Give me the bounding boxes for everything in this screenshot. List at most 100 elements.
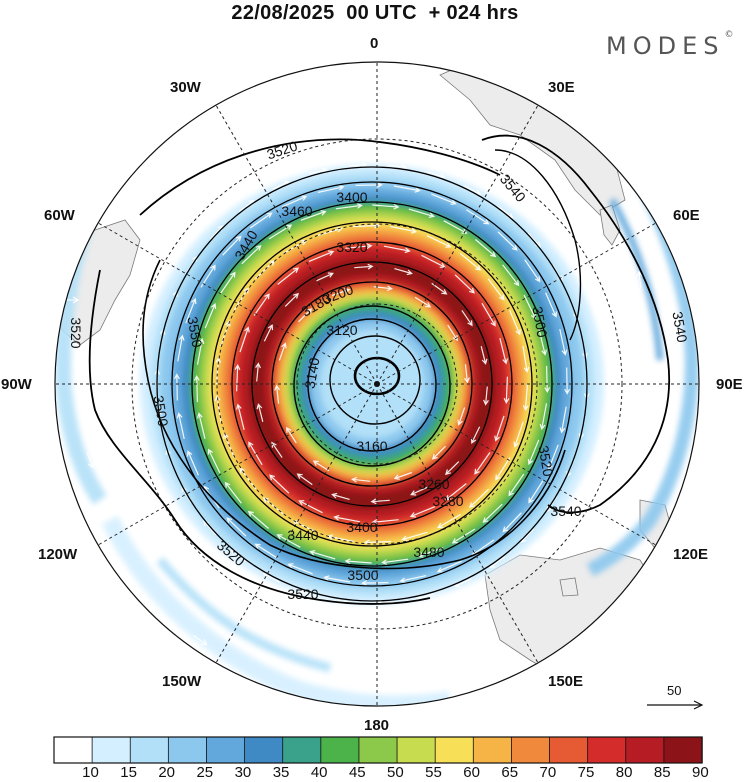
contour-3540-inner	[494, 149, 582, 341]
wind-vector-95	[475, 239, 497, 258]
wind-vector-153	[387, 163, 407, 170]
reference-vector	[647, 700, 704, 710]
parallel-circle-2	[131, 138, 623, 630]
contour-label: 3460	[281, 203, 312, 219]
wind-vector-39	[253, 293, 270, 316]
lon-label-150w: 150W	[162, 673, 202, 690]
wind-vector-37	[234, 364, 241, 392]
contour-label: 3320	[336, 239, 367, 255]
contour-3540-east	[481, 134, 670, 514]
colorbar-swatch	[511, 736, 551, 764]
colorbar-label: 45	[348, 764, 366, 781]
reference-vector-label: 50	[667, 683, 682, 698]
colorbar-swatch	[587, 736, 627, 764]
wind-vector-120	[317, 184, 345, 193]
wind-vector-118	[249, 212, 273, 229]
contour-3520-north	[139, 138, 501, 216]
lon-label-90w: 90W	[1, 376, 32, 393]
wind-vector-96	[502, 264, 520, 287]
wind-vector-28	[483, 386, 489, 406]
wind-vector-180	[636, 271, 644, 289]
wind-vector-75	[468, 488, 490, 508]
wind-vector-126	[524, 259, 541, 283]
contour-label: 3500	[347, 567, 378, 583]
wind-vector-23	[354, 263, 374, 270]
wind-vector-9	[414, 296, 432, 308]
wind-vector-13	[431, 445, 446, 460]
lon-label-30e: 30E	[548, 79, 575, 96]
wind-vector-133	[502, 512, 522, 533]
colorbar-swatch	[663, 736, 703, 764]
wind-vector-2	[312, 460, 330, 472]
wind-vector-30	[444, 461, 460, 476]
contour-label: 3400	[336, 189, 367, 205]
map-title: 22/08/2025 00 UTC + 024 hrs	[231, 2, 519, 24]
wind-vector-135	[436, 560, 462, 573]
wind-vector-112	[176, 412, 185, 440]
wind-vector-48	[503, 376, 510, 404]
colorbar-label: 15	[120, 764, 137, 781]
contour-label: 3120	[326, 322, 357, 338]
wind-vector-14	[370, 498, 390, 505]
wind-vector-152	[348, 161, 368, 168]
wind-vector-113	[173, 373, 180, 401]
wind-vector-114	[177, 334, 185, 362]
wind-vector-81	[224, 481, 242, 504]
wind-vector-31	[410, 486, 428, 496]
colorbar-label: 70	[539, 764, 557, 781]
lon-label-0: 0	[370, 35, 379, 52]
contour-label: 3440	[287, 527, 318, 543]
wind-vector-51	[444, 483, 467, 501]
streak-southwest-mid	[156, 557, 332, 673]
colorbar-swatch	[358, 736, 398, 764]
wind-vector-50	[474, 452, 491, 475]
wind-vector-181	[193, 635, 208, 646]
wind-vector-68	[459, 252, 482, 271]
wind-vector-127	[545, 292, 558, 318]
colorbar-swatch	[625, 736, 665, 764]
colorbar-swatch	[244, 736, 284, 764]
colorbar-label: 60	[463, 764, 480, 781]
wind-vector-19	[255, 362, 261, 382]
colorbar-label: 80	[615, 764, 633, 781]
colorbar-label: 75	[577, 764, 595, 781]
wind-vector-80	[247, 510, 269, 529]
wind-vector-179	[86, 452, 95, 469]
wind-vector-36	[236, 403, 245, 431]
wind-vector-87	[219, 271, 236, 295]
wind-vector-72	[522, 383, 529, 412]
colorbar-swatch	[53, 736, 93, 764]
wind-vector-141	[226, 517, 247, 537]
contour-label: 3520	[68, 317, 84, 348]
wind-band-23	[320, 330, 424, 438]
wind-vector-107	[344, 558, 372, 565]
wind-vector-94	[443, 220, 468, 234]
contour-label: 3260	[418, 476, 449, 492]
wind-vector-16	[296, 473, 313, 486]
wind-vector-136	[399, 575, 427, 584]
contour-3160	[293, 305, 451, 467]
lon-label-120e: 120E	[673, 546, 709, 563]
contour-3120	[329, 335, 421, 425]
wind-vector-117	[222, 235, 242, 256]
wind-vector-99	[544, 365, 551, 394]
wind-vector-6	[298, 308, 313, 323]
parallel-circle-1	[216, 223, 538, 545]
wind-vector-98	[538, 329, 547, 356]
colorbar-swatch	[434, 736, 474, 764]
wind-vector-74	[495, 457, 511, 481]
contour-label: 3500	[529, 305, 550, 339]
contour-label: 3540	[669, 310, 690, 344]
contour-label: 3280	[432, 493, 463, 509]
colorbar-swatch	[396, 736, 436, 764]
wind-vector-137	[361, 580, 389, 586]
wind-vector-129	[564, 367, 571, 395]
wind-vector-3	[286, 426, 297, 444]
wind-vector-84	[193, 374, 200, 403]
wind-speed-shading	[140, 164, 604, 604]
lon-label-60w: 60W	[44, 207, 75, 224]
wind-vector-49	[494, 415, 505, 442]
wind-vector-66	[390, 225, 418, 234]
wind-vector-91	[335, 203, 363, 210]
wind-vector-21	[284, 292, 300, 307]
